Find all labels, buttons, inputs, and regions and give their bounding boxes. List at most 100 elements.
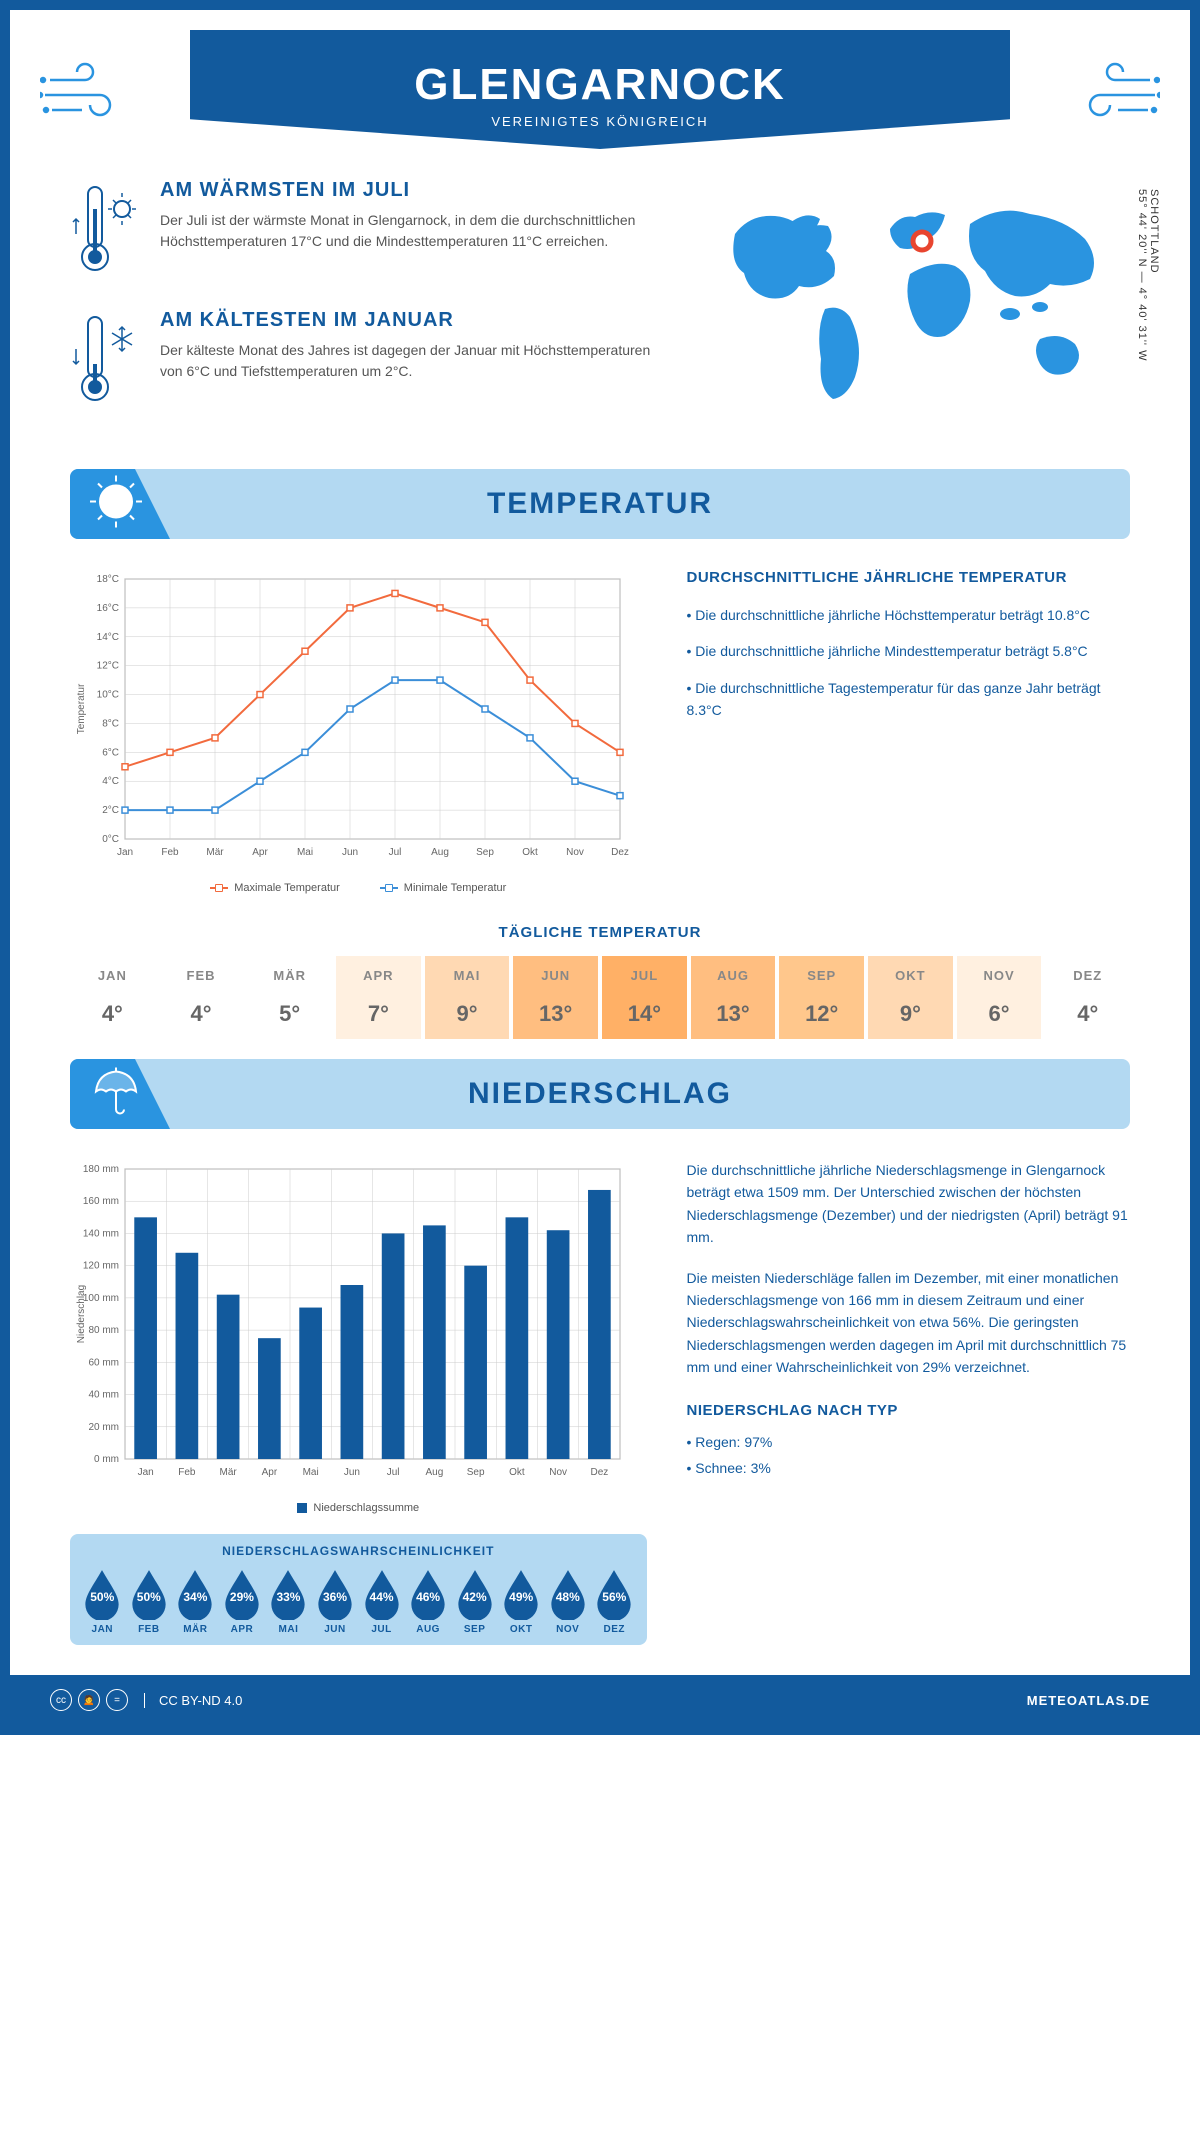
prob-cell: 46%AUG bbox=[406, 1568, 451, 1635]
svg-text:12°C: 12°C bbox=[97, 661, 119, 672]
by-icon: 🙍 bbox=[78, 1689, 100, 1711]
umbrella-icon bbox=[88, 1064, 144, 1125]
svg-text:8°C: 8°C bbox=[102, 718, 119, 729]
svg-text:60 mm: 60 mm bbox=[88, 1357, 119, 1368]
svg-text:Sep: Sep bbox=[467, 1467, 485, 1478]
prob-cell: 48%NOV bbox=[545, 1568, 590, 1635]
svg-text:4°C: 4°C bbox=[102, 776, 119, 787]
license-block: cc 🙍 = CC BY-ND 4.0 bbox=[50, 1689, 242, 1711]
prob-cell: 49%OKT bbox=[499, 1568, 544, 1635]
daily-temp-cell: AUG13° bbox=[691, 956, 776, 1039]
daily-temp-cell: DEZ4° bbox=[1045, 956, 1130, 1039]
svg-text:Dez: Dez bbox=[611, 847, 629, 858]
svg-text:Aug: Aug bbox=[431, 847, 449, 858]
avg-temp-line: • Die durchschnittliche jährliche Höchst… bbox=[687, 604, 1130, 626]
svg-text:Niederschlag: Niederschlag bbox=[76, 1285, 87, 1343]
cc-icon: cc bbox=[50, 1689, 72, 1711]
thermometer-hot-icon bbox=[70, 179, 140, 284]
svg-text:Mai: Mai bbox=[297, 847, 313, 858]
svg-text:Feb: Feb bbox=[178, 1467, 196, 1478]
svg-text:Okt: Okt bbox=[509, 1467, 525, 1478]
footer: cc 🙍 = CC BY-ND 4.0 METEOATLAS.DE bbox=[10, 1675, 1190, 1725]
svg-text:Apr: Apr bbox=[262, 1467, 278, 1478]
svg-text:Feb: Feb bbox=[161, 847, 179, 858]
svg-text:Temperatur: Temperatur bbox=[76, 683, 87, 734]
daily-temp-cell: MÄR5° bbox=[247, 956, 332, 1039]
avg-temp-line: • Die durchschnittliche jährliche Mindes… bbox=[687, 640, 1130, 662]
wind-icon bbox=[1060, 60, 1160, 135]
daily-temp-cell: FEB4° bbox=[159, 956, 244, 1039]
svg-text:Mär: Mär bbox=[206, 847, 224, 858]
daily-temp-cell: OKT9° bbox=[868, 956, 953, 1039]
svg-text:20 mm: 20 mm bbox=[88, 1422, 119, 1433]
avg-temp-title: DURCHSCHNITTLICHE JÄHRLICHE TEMPERATUR bbox=[687, 569, 1130, 586]
prob-cell: 36%JUN bbox=[313, 1568, 358, 1635]
site-name: METEOATLAS.DE bbox=[1027, 1693, 1150, 1708]
precip-type-title: NIEDERSCHLAG NACH TYP bbox=[687, 1399, 1130, 1423]
temp-chart-legend: Maximale Temperatur Minimale Temperatur bbox=[70, 882, 647, 894]
prob-cell: 50%FEB bbox=[127, 1568, 172, 1635]
svg-text:Dez: Dez bbox=[590, 1467, 608, 1478]
daily-temp-title: TÄGLICHE TEMPERATUR bbox=[70, 924, 1130, 941]
prob-cell: 50%JAN bbox=[80, 1568, 125, 1635]
prob-cell: 29%APR bbox=[220, 1568, 265, 1635]
svg-text:10°C: 10°C bbox=[97, 690, 119, 701]
daily-temp-cell: SEP12° bbox=[779, 956, 864, 1039]
avg-temp-line: • Die durchschnittliche Tagestemperatur … bbox=[687, 677, 1130, 722]
svg-text:Nov: Nov bbox=[549, 1467, 567, 1478]
svg-text:Aug: Aug bbox=[425, 1467, 443, 1478]
svg-text:140 mm: 140 mm bbox=[83, 1228, 119, 1239]
world-map: SCHOTTLAND 55° 44' 20'' N — 4° 40' 31'' … bbox=[710, 179, 1130, 439]
svg-text:40 mm: 40 mm bbox=[88, 1390, 119, 1401]
svg-text:180 mm: 180 mm bbox=[83, 1164, 119, 1175]
sun-icon bbox=[88, 474, 144, 535]
svg-text:80 mm: 80 mm bbox=[88, 1325, 119, 1336]
precipitation-banner: NIEDERSCHLAG bbox=[70, 1059, 1130, 1129]
precip-para-2: Die meisten Niederschläge fallen im Deze… bbox=[687, 1267, 1130, 1379]
svg-text:Okt: Okt bbox=[522, 847, 538, 858]
header-region: GLENGARNOCK VEREINIGTES KÖNIGREICH bbox=[10, 30, 1190, 149]
daily-temp-cell: NOV6° bbox=[957, 956, 1042, 1039]
license-text: CC BY-ND 4.0 bbox=[144, 1693, 242, 1708]
daily-temp-cell: JUN13° bbox=[513, 956, 598, 1039]
precip-chart-legend: Niederschlagssumme bbox=[70, 1502, 647, 1514]
svg-text:160 mm: 160 mm bbox=[83, 1196, 119, 1207]
warmest-title: AM WÄRMSTEN IM JULI bbox=[160, 179, 670, 202]
precip-type-line: • Schnee: 3% bbox=[687, 1457, 1130, 1479]
svg-text:0 mm: 0 mm bbox=[94, 1454, 119, 1465]
svg-text:Jan: Jan bbox=[117, 847, 133, 858]
nd-icon: = bbox=[106, 1689, 128, 1711]
temperature-line-chart: 0°C2°C4°C6°C8°C10°C12°C14°C16°C18°CJanFe… bbox=[70, 569, 647, 894]
precipitation-bar-chart: 0 mm 20 mm 40 mm 60 mm 80 mm 100 mm 120 mm 140 … bbox=[70, 1159, 647, 1514]
prob-cell: 44%JUL bbox=[359, 1568, 404, 1635]
coldest-text: Der kälteste Monat des Jahres ist dagege… bbox=[160, 340, 670, 382]
svg-text:100 mm: 100 mm bbox=[83, 1293, 119, 1304]
prob-cell: 42%SEP bbox=[452, 1568, 497, 1635]
precipitation-probability-box: NIEDERSCHLAGSWAHRSCHEINLICHKEIT 50%JAN50… bbox=[70, 1534, 647, 1645]
title-banner: GLENGARNOCK VEREINIGTES KÖNIGREICH bbox=[190, 30, 1010, 149]
wind-icon bbox=[40, 60, 140, 135]
prob-cell: 56%DEZ bbox=[592, 1568, 637, 1635]
svg-text:Sep: Sep bbox=[476, 847, 494, 858]
daily-temp-grid: JAN4°FEB4°MÄR5°APR7°MAI9°JUN13°JUL14°AUG… bbox=[70, 956, 1130, 1039]
precip-type-line: • Regen: 97% bbox=[687, 1431, 1130, 1453]
coldest-title: AM KÄLTESTEN IM JANUAR bbox=[160, 309, 670, 332]
precip-section-title: NIEDERSCHLAG bbox=[70, 1077, 1130, 1111]
svg-text:0°C: 0°C bbox=[102, 834, 119, 845]
warmest-block: AM WÄRMSTEN IM JULI Der Juli ist der wär… bbox=[70, 179, 670, 284]
intro-row: AM WÄRMSTEN IM JULI Der Juli ist der wär… bbox=[70, 179, 1130, 439]
svg-text:Jan: Jan bbox=[138, 1467, 154, 1478]
warmest-text: Der Juli ist der wärmste Monat in Glenga… bbox=[160, 210, 670, 252]
svg-text:Mär: Mär bbox=[220, 1467, 238, 1478]
svg-text:Apr: Apr bbox=[252, 847, 268, 858]
svg-text:16°C: 16°C bbox=[97, 603, 119, 614]
svg-text:18°C: 18°C bbox=[97, 574, 119, 585]
svg-text:120 mm: 120 mm bbox=[83, 1261, 119, 1272]
daily-temp-cell: MAI9° bbox=[425, 956, 510, 1039]
prob-cell: 33%MAI bbox=[266, 1568, 311, 1635]
location-country: VEREINIGTES KÖNIGREICH bbox=[210, 114, 990, 129]
coordinates: SCHOTTLAND 55° 44' 20'' N — 4° 40' 31'' … bbox=[1136, 189, 1160, 361]
svg-text:Jul: Jul bbox=[389, 847, 402, 858]
svg-text:Mai: Mai bbox=[303, 1467, 319, 1478]
svg-text:Jun: Jun bbox=[344, 1467, 360, 1478]
